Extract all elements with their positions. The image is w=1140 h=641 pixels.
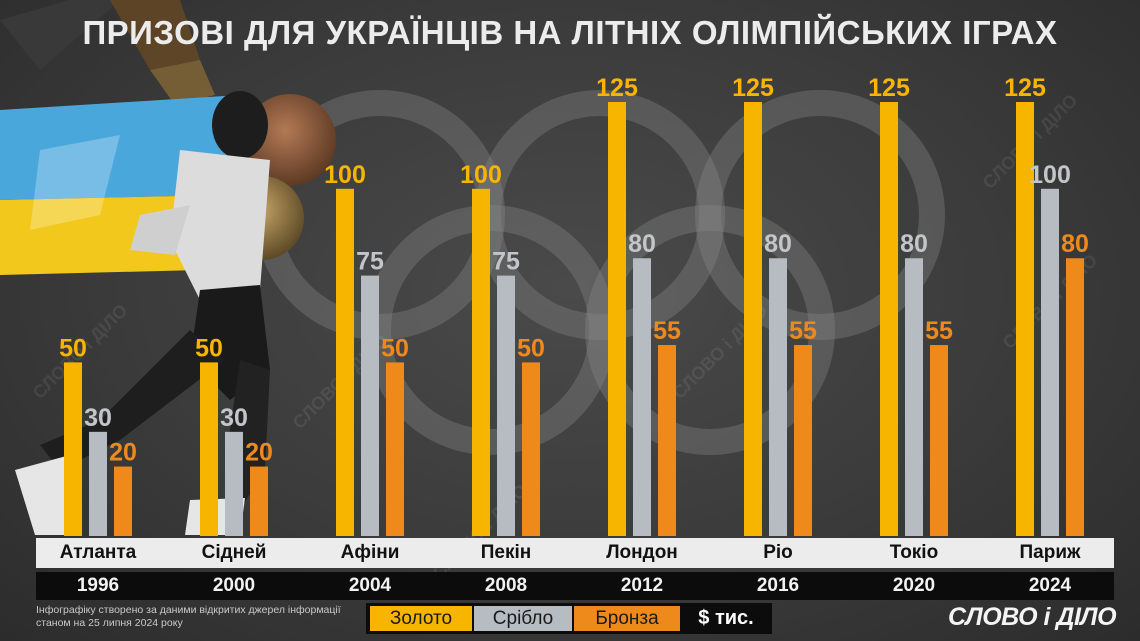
year-label: 2016 <box>723 572 833 600</box>
bar-Срібло-Афіни <box>361 276 379 536</box>
logo: СЛОВО і ДІЛО <box>948 603 1118 632</box>
city-label: Париж <box>995 538 1105 568</box>
city-labels: Атланта Сідней Афіни Пекін Лондон Ріо Токіо Пар… <box>36 538 1114 568</box>
data-label-Срібло-Лондон: 80 <box>628 230 656 258</box>
year-label: 1996 <box>43 572 153 600</box>
bar-Бронза-Пекін <box>522 362 540 536</box>
data-label-Бронза-Пекін: 50 <box>517 334 545 362</box>
bar-Золото-Ріо <box>744 102 762 536</box>
footnote: Інфографіку створено за даними відкритих… <box>36 604 356 630</box>
year-label: 2024 <box>995 572 1105 600</box>
bar-Срібло-Сідней <box>225 432 243 536</box>
data-label-Бронза-Атланта: 20 <box>109 439 137 467</box>
bar-Бронза-Сідней <box>250 467 268 536</box>
legend-unit: $ тис. <box>684 606 768 631</box>
data-label-Бронза-Париж: 80 <box>1061 230 1089 258</box>
bar-Срібло-Париж <box>1041 189 1059 536</box>
data-label-Золото-Атланта: 50 <box>59 334 87 362</box>
data-label-Бронза-Афіни: 50 <box>381 334 409 362</box>
bar-Срібло-Атланта <box>89 432 107 536</box>
legend: Золото Срібло Бронза $ тис. <box>366 603 772 634</box>
bar-Бронза-Атланта <box>114 467 132 536</box>
data-label-Золото-Сідней: 50 <box>195 334 223 362</box>
data-label-Золото-Токіо: 125 <box>868 74 910 102</box>
bar-Бронза-Афіни <box>386 362 404 536</box>
legend-bronze: Бронза <box>574 606 680 631</box>
bar-Срібло-Ріо <box>769 258 787 536</box>
bar-Бронза-Париж <box>1066 258 1084 536</box>
bar-Золото-Токіо <box>880 102 898 536</box>
city-label: Сідней <box>179 538 289 568</box>
city-label: Афіни <box>315 538 425 568</box>
data-label-Золото-Париж: 125 <box>1004 74 1046 102</box>
data-label-Бронза-Ріо: 55 <box>789 317 817 345</box>
data-label-Срібло-Пекін: 75 <box>492 248 520 276</box>
year-label: 2004 <box>315 572 425 600</box>
data-label-Золото-Ріо: 125 <box>732 74 774 102</box>
bar-Бронза-Лондон <box>658 345 676 536</box>
bar-Золото-Лондон <box>608 102 626 536</box>
data-label-Срібло-Ріо: 80 <box>764 230 792 258</box>
data-label-Золото-Афіни: 100 <box>324 161 366 189</box>
city-label: Атланта <box>43 538 153 568</box>
city-label: Пекін <box>451 538 561 568</box>
year-label: 2008 <box>451 572 561 600</box>
legend-gold: Золото <box>370 606 472 631</box>
data-label-Бронза-Токіо: 55 <box>925 317 953 345</box>
year-label: 2012 <box>587 572 697 600</box>
bar-Золото-Афіни <box>336 189 354 536</box>
data-label-Срібло-Токіо: 80 <box>900 230 928 258</box>
bar-Золото-Сідней <box>200 362 218 536</box>
data-label-Бронза-Лондон: 55 <box>653 317 681 345</box>
year-label: 2020 <box>859 572 969 600</box>
data-label-Срібло-Афіни: 75 <box>356 248 384 276</box>
bar-Золото-Атланта <box>64 362 82 536</box>
city-label: Ріо <box>723 538 833 568</box>
city-label: Токіо <box>859 538 969 568</box>
year-labels: 1996 2000 2004 2008 2012 2016 2020 2024 <box>36 572 1114 600</box>
city-label: Лондон <box>587 538 697 568</box>
bar-Золото-Пекін <box>472 189 490 536</box>
data-label-Срібло-Сідней: 30 <box>220 404 248 432</box>
data-label-Срібло-Атланта: 30 <box>84 404 112 432</box>
legend-silver: Срібло <box>474 606 572 631</box>
data-label-Бронза-Сідней: 20 <box>245 439 273 467</box>
bar-Срібло-Лондон <box>633 258 651 536</box>
bar-Срібло-Токіо <box>905 258 923 536</box>
bar-Бронза-Ріо <box>794 345 812 536</box>
year-label: 2000 <box>179 572 289 600</box>
data-label-Золото-Лондон: 125 <box>596 74 638 102</box>
data-label-Срібло-Париж: 100 <box>1029 161 1071 189</box>
data-label-Золото-Пекін: 100 <box>460 161 502 189</box>
bar-Бронза-Токіо <box>930 345 948 536</box>
bar-Срібло-Пекін <box>497 276 515 536</box>
